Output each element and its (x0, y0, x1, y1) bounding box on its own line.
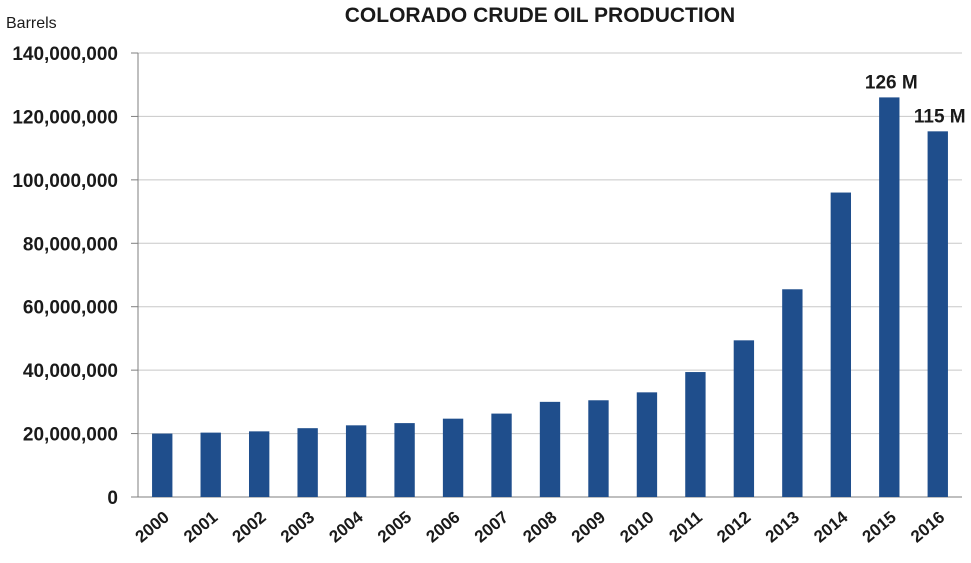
chart-title: COLORADO CRUDE OIL PRODUCTION (345, 4, 735, 27)
bar-2003 (297, 428, 318, 497)
x-axis-ticks: 2000 2001 2002 2003 2004 2005 2006 2007 2008 2009… (132, 507, 949, 546)
x-tick-label: 2008 (519, 508, 560, 547)
x-tick-label: 2016 (907, 508, 948, 547)
data-label-2015: 126 M (865, 72, 918, 93)
bar-2013 (782, 289, 803, 497)
y-axis-unit-label: Barrels (6, 15, 57, 32)
bars (152, 97, 948, 498)
x-tick-label: 2012 (713, 508, 754, 547)
y-tick-label: 120,000,000 (12, 107, 118, 128)
bar-2012 (733, 340, 755, 497)
x-tick-label: 2007 (471, 508, 512, 547)
bar-2014 (830, 192, 852, 498)
x-tick-label: 2015 (859, 508, 900, 547)
y-tick-label: 60,000,000 (23, 298, 118, 319)
data-labels: 126 M 115 M (865, 72, 966, 127)
y-tick-label: 40,000,000 (23, 361, 118, 382)
bar-2005 (394, 423, 415, 497)
x-tick-label: 2004 (325, 507, 367, 546)
gridlines (138, 52, 962, 435)
x-tick-label: 2001 (180, 508, 221, 547)
y-tick-label: 0 (107, 488, 118, 509)
x-tick-label: 2009 (568, 508, 609, 547)
x-tick-label: 2000 (132, 508, 173, 547)
bar-2015 (879, 97, 900, 498)
x-tick-label: 2013 (762, 508, 803, 547)
bar-2004 (345, 425, 367, 497)
bar-2009 (588, 400, 609, 497)
y-axis-ticks: 0 20,000,000 40,000,000 60,000,000 80,000,00… (12, 44, 962, 509)
y-tick-label: 20,000,000 (23, 425, 118, 446)
x-tick-label: 2003 (277, 508, 318, 547)
x-tick-label: 2006 (422, 508, 463, 547)
y-tick-label: 140,000,000 (12, 44, 118, 65)
bar-2000 (152, 433, 173, 497)
bar-2006 (442, 418, 464, 497)
bar-2010 (636, 392, 658, 497)
bar-2001 (200, 432, 221, 497)
y-tick-label: 100,000,000 (12, 171, 118, 192)
bar-2008 (539, 401, 561, 497)
x-tick-label: 2010 (616, 508, 657, 547)
x-tick-label: 2005 (374, 508, 415, 547)
bar-2002 (248, 431, 270, 497)
data-label-2016: 115 M (914, 106, 966, 127)
bar-2011 (685, 372, 706, 497)
x-tick-label: 2011 (666, 508, 706, 546)
y-tick-label: 80,000,000 (23, 234, 118, 255)
bar-2007 (491, 413, 512, 497)
x-tick-label: 2002 (229, 508, 270, 547)
x-tick-label: 2014 (810, 507, 852, 546)
bar-2016 (927, 131, 948, 497)
